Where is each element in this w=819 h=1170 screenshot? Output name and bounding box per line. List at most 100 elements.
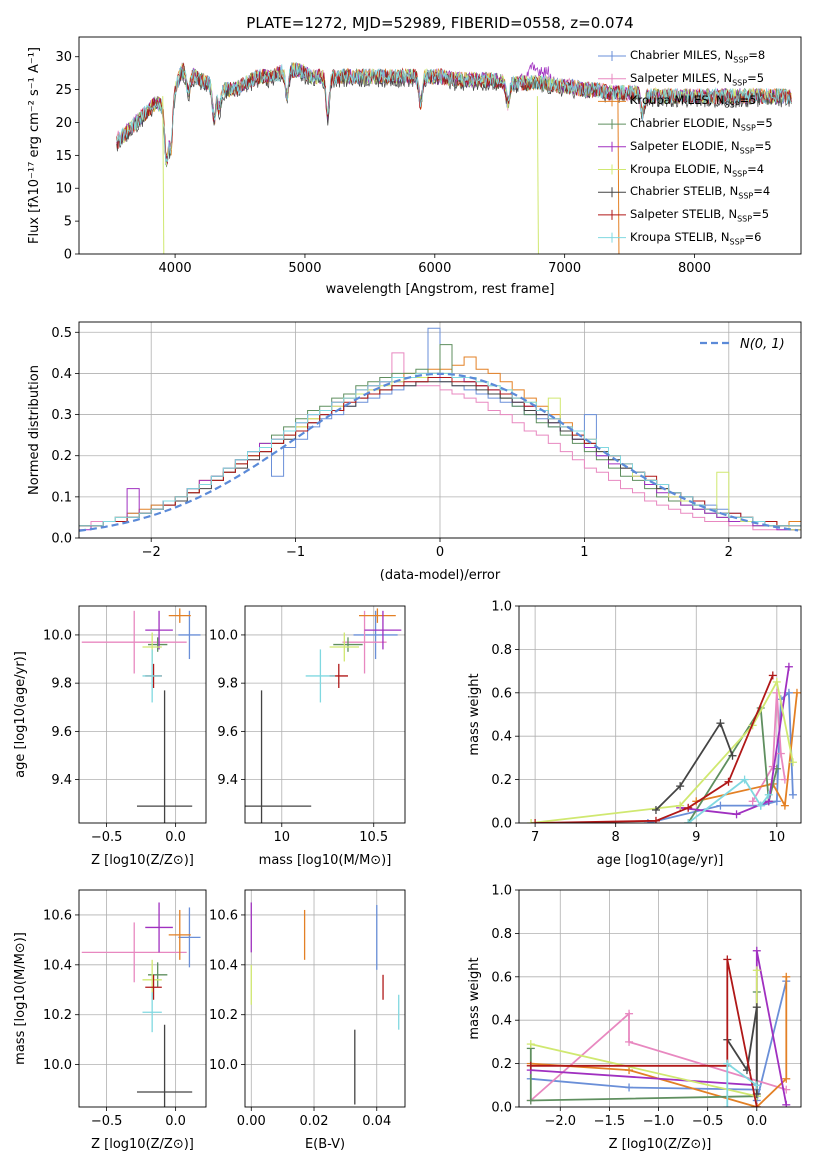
legend: Chabrier MILES, NSSP=8 Salpeter MILES, NS… bbox=[598, 48, 773, 246]
spectrum-series-line bbox=[116, 62, 792, 162]
x-axis-label: mass [log10(M/M⊙)] bbox=[259, 853, 392, 868]
x-tick-label: 7000 bbox=[548, 261, 581, 276]
age-vs-Z-axes: −0.5 0.0 9.4 9.6 9.8 10.0 Z [log10(Z/Z⊙)] age [… bbox=[13, 605, 207, 868]
y-tick-label: 0.8 bbox=[491, 643, 512, 658]
y-tick-label: 0.2 bbox=[491, 1057, 512, 1072]
y-tick-label: 0.0 bbox=[51, 532, 72, 547]
residuals-axes: −2 −1 0 1 2 0.0 0.1 0.2 0.3 0.4 0.5 N(0, 1) (data-mo… bbox=[27, 321, 802, 583]
x-tick-label: 0.00 bbox=[237, 1114, 266, 1129]
y-tick-label: 0.8 bbox=[491, 927, 512, 942]
y-axis-label: mass weight bbox=[467, 957, 482, 1039]
y-tick-label: 0.0 bbox=[491, 817, 512, 832]
x-axis-label: Z [log10(Z/Z⊙)] bbox=[91, 1137, 194, 1152]
x-tick-label: −2 bbox=[142, 545, 161, 560]
y-tick-label: 10 bbox=[55, 182, 72, 197]
y-tick-label: 0.1 bbox=[51, 490, 72, 505]
spectrum-series-line bbox=[116, 62, 792, 164]
weight-series-line bbox=[687, 705, 778, 823]
y-tick-label: 5 bbox=[64, 215, 72, 230]
x-tick-label: −1.5 bbox=[594, 1114, 626, 1129]
x-tick-label: 5000 bbox=[288, 261, 321, 276]
x-tick-label: 0.0 bbox=[165, 1114, 186, 1129]
legend-entry: Kroupa MILES, NSSP=5 bbox=[630, 93, 757, 110]
weight-vs-age-axes: 7 8 9 10 0.0 0.2 0.4 0.6 0.8 1.0 age [log10(age/yr… bbox=[467, 600, 802, 868]
spectrum-axes: 4000 5000 6000 7000 8000 0 5 10 15 20 25 30 PLATE=12… bbox=[27, 14, 802, 297]
y-tick-label: 10.0 bbox=[43, 1058, 72, 1073]
legend-entry: Salpeter ELODIE, NSSP=5 bbox=[630, 138, 772, 156]
x-axis-label: E(B-V) bbox=[305, 1137, 345, 1152]
x-tick-label: 0.0 bbox=[165, 830, 186, 845]
y-tick-label: 1.0 bbox=[491, 884, 512, 899]
y-tick-label: 10.4 bbox=[43, 958, 72, 973]
weight-series-line bbox=[679, 666, 790, 816]
y-tick-label: 10.2 bbox=[43, 1008, 72, 1023]
x-tick-label: 6000 bbox=[418, 261, 451, 276]
y-tick-label: 0.2 bbox=[491, 773, 512, 788]
x-axis-label: Z [log10(Z/Z⊙)] bbox=[609, 1137, 712, 1152]
x-tick-label: −2.0 bbox=[544, 1114, 576, 1129]
y-tick-label: 9.4 bbox=[217, 773, 238, 788]
legend-entry: Chabrier STELIB, NSSP=4 bbox=[630, 184, 771, 201]
x-tick-label: 2 bbox=[725, 545, 733, 560]
axes-frame bbox=[78, 36, 802, 255]
y-tick-label: 0.4 bbox=[51, 367, 72, 382]
weight-series-line bbox=[726, 1007, 758, 1094]
y-tick-label: 0.0 bbox=[491, 1101, 512, 1116]
weight-series-line bbox=[655, 721, 734, 811]
y-tick-label: 9.6 bbox=[217, 725, 238, 740]
y-tick-label: 9.4 bbox=[51, 773, 72, 788]
x-tick-label: 0.04 bbox=[362, 1114, 391, 1129]
y-tick-label: 10.4 bbox=[209, 958, 238, 973]
x-tick-label: −0.5 bbox=[692, 1114, 724, 1129]
y-tick-label: 9.6 bbox=[51, 725, 72, 740]
x-axis-label: (data-model)/error bbox=[380, 568, 501, 583]
normal-curve-line bbox=[79, 372, 799, 532]
y-tick-label: 30 bbox=[55, 50, 72, 65]
mass-vs-EBV-axes: 0.00 0.02 0.04 10.0 10.2 10.4 10.6 E(B-V) bbox=[209, 889, 406, 1152]
spectrum-dropout bbox=[617, 96, 620, 254]
y-tick-label: 9.8 bbox=[217, 677, 238, 692]
x-axis-label: Z [log10(Z/Z⊙)] bbox=[91, 853, 194, 868]
legend-entry: Kroupa ELODIE, NSSP=4 bbox=[630, 161, 765, 178]
x-tick-label: 8 bbox=[612, 830, 620, 845]
axes-frame bbox=[78, 321, 802, 539]
chart-title: PLATE=1272, MJD=52989, FIBERID=0558, z=0… bbox=[246, 14, 633, 32]
x-tick-label: 0 bbox=[436, 545, 444, 560]
weight-series-line bbox=[530, 976, 788, 1107]
y-tick-label: 9.8 bbox=[51, 677, 72, 692]
x-tick-label: 10 bbox=[769, 830, 786, 845]
mass-vs-Z-axes: −0.5 0.0 10.0 10.2 10.4 10.6 Z [log10(Z/Z⊙)] ma… bbox=[13, 889, 207, 1152]
x-axis-label: age [log10(age/yr)] bbox=[597, 853, 724, 868]
y-tick-label: 0 bbox=[64, 248, 72, 263]
x-tick-label: 10 bbox=[274, 830, 291, 845]
y-tick-label: 15 bbox=[55, 149, 72, 164]
x-tick-label: −1.0 bbox=[643, 1114, 675, 1129]
y-axis-label: mass [log10(M/M⊙)] bbox=[13, 932, 28, 1065]
x-tick-label: −0.5 bbox=[91, 830, 123, 845]
y-tick-label: 10.2 bbox=[209, 1008, 238, 1023]
axes-frame bbox=[518, 605, 802, 824]
spectrum-dropout bbox=[162, 96, 165, 254]
y-tick-label: 1.0 bbox=[491, 600, 512, 615]
axes-frame bbox=[244, 889, 406, 1108]
legend-entry: N(0, 1) bbox=[740, 337, 785, 352]
y-tick-label: 0.2 bbox=[51, 449, 72, 464]
legend-entry: Salpeter MILES, NSSP=5 bbox=[630, 70, 765, 87]
y-tick-label: 0.4 bbox=[491, 730, 512, 745]
x-tick-label: 1 bbox=[580, 545, 588, 560]
x-tick-label: 4000 bbox=[159, 261, 192, 276]
legend-entry: Chabrier MILES, NSSP=8 bbox=[630, 48, 766, 65]
legend-entry: Kroupa STELIB, NSSP=6 bbox=[630, 229, 762, 246]
weight-series-line bbox=[530, 959, 758, 1107]
y-tick-label: 25 bbox=[55, 83, 72, 98]
legend-entry: Salpeter STELIB, NSSP=5 bbox=[630, 206, 770, 224]
y-axis-label: age [log10(age/yr)] bbox=[13, 651, 28, 778]
axes-frame bbox=[78, 889, 207, 1108]
x-tick-label: 7 bbox=[531, 830, 539, 845]
y-axis-label: mass weight bbox=[467, 673, 482, 755]
x-tick-label: 10.5 bbox=[359, 830, 388, 845]
x-tick-label: 8000 bbox=[678, 261, 711, 276]
x-tick-label: 9 bbox=[692, 830, 700, 845]
y-tick-label: 0.3 bbox=[51, 408, 72, 423]
